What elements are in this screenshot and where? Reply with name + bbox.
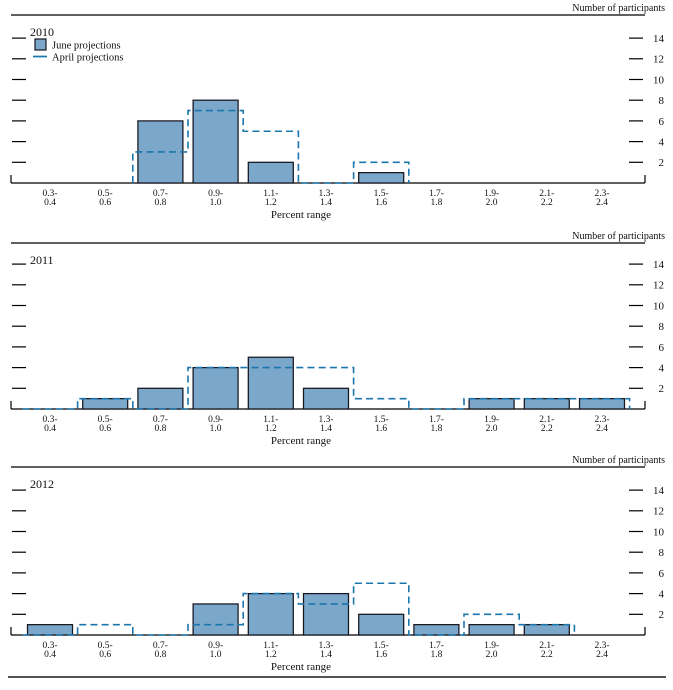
right-tick-label: 12 [653,280,664,292]
right-tick-label: 6 [659,568,665,580]
right-axis-caption: Number of participants [572,3,665,14]
legend-april-label: April projections [52,53,123,64]
right-tick-label: 4 [659,363,665,375]
x-bin-label: 1.7-1.8 [429,415,444,434]
june-bar-2011-0.5-0.6 [82,398,129,410]
june-bar-2011-0.9-1.0 [192,366,239,410]
right-tick-label: 6 [659,116,665,128]
x-bin-label: 0.5-0.6 [98,189,113,208]
right-tick-label: 4 [659,589,665,601]
x-axis-caption: Percent range [271,435,331,447]
legend-june-swatch [34,38,47,51]
june-bar-2011-1.9-2.0 [468,398,515,410]
x-bin-label: 2.1-2.2 [539,189,554,208]
x-bin-label: 0.7-0.8 [153,189,168,208]
x-bin-label: 0.3-0.4 [42,415,57,434]
x-bin-label: 1.1-1.2 [263,189,278,208]
panel-2011: Number of participants 2011 2 4 6 8 10 12 14 0.3-… [10,231,665,447]
x-bin-label: 1.9-2.0 [484,189,499,208]
x-bin-label: 0.9-1.0 [208,641,223,660]
x-bin-label: 1.7-1.8 [429,641,444,660]
june-bar-2011-1.3-1.4 [302,387,350,410]
june-bar-2010-1.5-1.6 [358,172,405,184]
x-bin-label: 1.5-1.6 [374,641,389,660]
x-axis-caption: Percent range [271,209,331,221]
x-bin-label: 1.1-1.2 [263,641,278,660]
x-bin-label: 1.7-1.8 [429,189,444,208]
x-bin-label: 1.1-1.2 [263,415,278,434]
x-bin-label: 0.9-1.0 [208,189,223,208]
right-tick-label: 14 [653,259,665,271]
x-bin-label: 0.7-0.8 [153,641,168,660]
x-bin-label: 0.3-0.4 [42,189,57,208]
june-bar-2011-0.7-0.8 [137,387,184,410]
june-bar-2012-2.1-2.2 [523,624,570,636]
june-bar-2010-0.9-1.0 [192,99,239,184]
legend-june-label: June projections [52,41,121,52]
x-bin-label: 1.9-2.0 [484,641,499,660]
april-step-2012 [22,582,576,636]
x-bin-label: 1.3-1.4 [318,415,333,434]
x-bin-label: 2.1-2.2 [539,641,554,660]
june-bar-2012-1.5-1.6 [358,613,405,636]
right-tick-label: 8 [659,547,665,559]
june-bar-2011-2.3-2.4 [578,398,626,410]
april-step-2011 [22,366,631,410]
x-bin-label: 0.5-0.6 [98,415,113,434]
x-bin-label: 2.3-2.4 [594,189,609,208]
panel-year-label: 2010 [30,25,54,39]
panel-year-label: 2011 [30,253,54,267]
right-tick-label: 2 [659,609,665,621]
june-bar-2012-1.3-1.4 [302,592,350,636]
right-axis-caption: Number of participants [572,455,665,466]
june-bar-2012-0.9-1.0 [192,603,239,636]
june-bar-2012-1.1-1.2 [247,592,294,636]
right-tick-label: 4 [659,137,665,149]
june-bar-2011-2.1-2.2 [523,398,570,410]
x-bin-label: 2.3-2.4 [594,641,609,660]
june-bar-2012-1.7-1.8 [413,624,460,636]
x-bin-label: 1.5-1.6 [374,189,389,208]
x-bin-label: 0.7-0.8 [153,415,168,434]
panel-year-label: 2012 [30,477,54,491]
right-tick-label: 2 [659,383,665,395]
right-tick-label: 12 [653,54,664,66]
june-bar-2010-1.1-1.2 [247,161,294,184]
june-bar-2012-0.3-0.4 [26,624,74,636]
x-bin-label: 0.5-0.6 [98,641,113,660]
x-axis-caption: Percent range [271,661,331,673]
right-axis-caption: Number of participants [572,231,665,242]
x-bin-label: 1.3-1.4 [318,641,333,660]
right-tick-label: 10 [653,526,665,538]
x-bin-label: 0.9-1.0 [208,415,223,434]
panel-2012: Number of participants 2012 2 4 6 8 10 12 14 0.3-… [10,455,665,673]
x-bin-label: 1.9-2.0 [484,415,499,434]
right-tick-label: 14 [653,485,665,497]
right-tick-label: 10 [653,300,665,312]
right-tick-label: 10 [653,74,665,86]
x-bin-label: 2.1-2.2 [539,415,554,434]
right-tick-label: 8 [659,321,665,333]
june-bar-2011-1.1-1.2 [247,356,294,410]
x-bin-label: 0.3-0.4 [42,641,57,660]
x-bin-label: 1.5-1.6 [374,415,389,434]
right-tick-label: 2 [659,157,665,169]
right-tick-label: 14 [653,33,665,45]
right-tick-label: 6 [659,342,665,354]
x-bin-label: 2.3-2.4 [594,415,609,434]
june-bar-2012-1.9-2.0 [468,624,515,636]
x-bin-label: 1.3-1.4 [318,189,333,208]
right-tick-label: 8 [659,95,665,107]
april-step-2010 [132,109,410,184]
right-tick-label: 12 [653,506,664,518]
